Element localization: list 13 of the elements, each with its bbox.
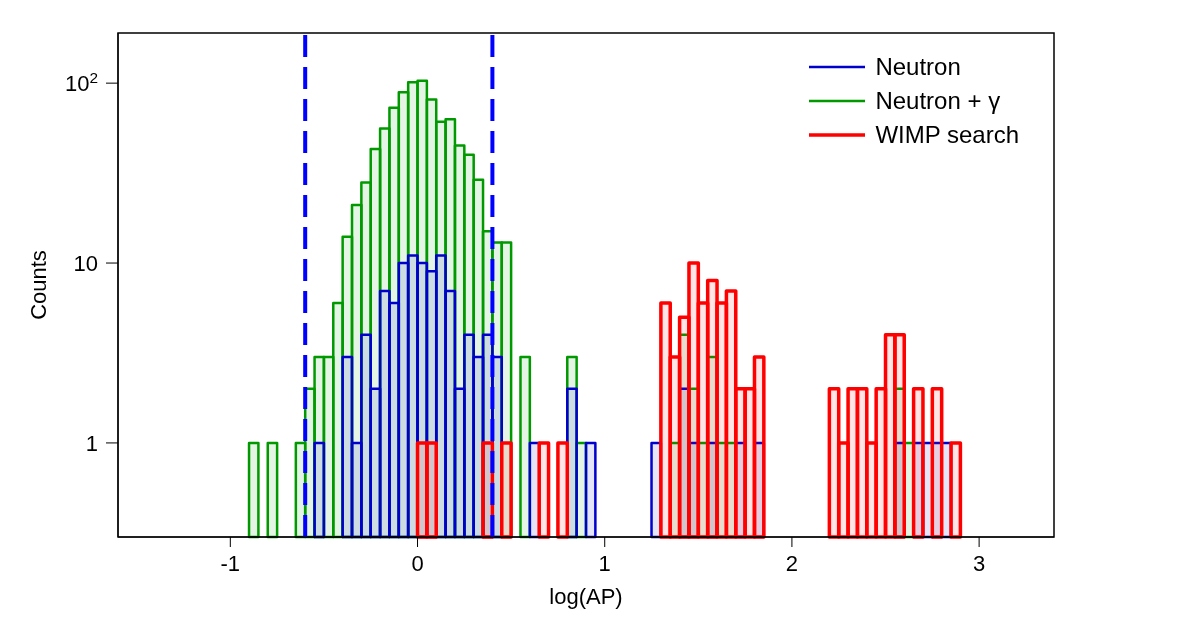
legend-label: WIMP search [875, 121, 1019, 149]
y-tick-label: 10 [73, 251, 98, 277]
x-tick-label: 3 [972, 551, 986, 576]
x-tick-label: 1 [598, 551, 611, 576]
x-axis-title: log(AP) [549, 584, 623, 609]
y-tick-label: 1 [85, 430, 98, 456]
legend-label: Neutron + γ [875, 87, 1001, 115]
x-tick-label: 0 [411, 551, 424, 576]
x-tick-label: -1 [220, 551, 241, 576]
y-axis-title: Counts [25, 250, 51, 320]
y-tick-label: 10$^{2}$ [64, 68, 98, 97]
legend-label: Neutron [875, 53, 961, 81]
x-tick-label: 2 [785, 551, 799, 576]
